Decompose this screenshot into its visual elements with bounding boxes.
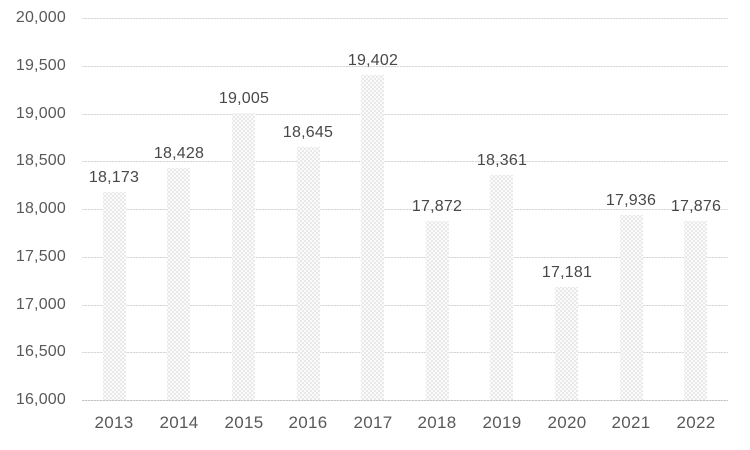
y-axis-tick-label: 17,500 xyxy=(15,248,66,265)
x-axis-tick-label: 2017 xyxy=(353,413,393,432)
x-axis-tick-label: 2015 xyxy=(224,413,264,432)
gridline xyxy=(82,18,728,19)
bar-data-label: 18,428 xyxy=(153,145,205,162)
bar-data-label: 18,361 xyxy=(476,152,528,169)
gridline xyxy=(82,161,728,162)
bar xyxy=(297,147,320,400)
y-axis-tick-label: 19,000 xyxy=(15,105,66,122)
bar-data-label: 18,645 xyxy=(282,124,334,141)
bar xyxy=(426,221,449,400)
x-axis-tick-label: 2016 xyxy=(288,413,328,432)
y-axis-tick-label: 16,500 xyxy=(15,343,66,360)
bar xyxy=(490,175,513,400)
y-axis-tick-label: 18,500 xyxy=(15,152,66,169)
y-axis-tick-label: 16,000 xyxy=(15,391,66,408)
bar xyxy=(103,192,126,400)
x-axis-line xyxy=(82,400,728,401)
gridline xyxy=(82,114,728,115)
x-axis-tick-label: 2019 xyxy=(482,413,522,432)
bar-data-label: 18,173 xyxy=(88,169,140,186)
bar xyxy=(620,215,643,400)
y-axis-tick-label: 19,500 xyxy=(15,57,66,74)
bar-data-label: 17,872 xyxy=(411,198,463,215)
bar xyxy=(232,113,255,400)
bar-data-label: 17,876 xyxy=(670,198,722,215)
gridline xyxy=(82,257,728,258)
gridline xyxy=(82,305,728,306)
bar-data-label: 19,402 xyxy=(347,52,399,69)
x-axis-tick-label: 2014 xyxy=(159,413,199,432)
y-axis-tick-label: 20,000 xyxy=(15,9,66,26)
bar-data-label: 17,936 xyxy=(605,192,657,209)
x-axis-tick-label: 2013 xyxy=(94,413,134,432)
bar-data-label: 17,181 xyxy=(541,264,593,281)
gridline xyxy=(82,209,728,210)
gridline xyxy=(82,352,728,353)
bar xyxy=(684,221,707,400)
x-axis-tick-label: 2022 xyxy=(676,413,716,432)
bar xyxy=(361,75,384,400)
bar xyxy=(167,168,190,400)
y-axis-tick-label: 18,000 xyxy=(15,200,66,217)
y-axis-tick-label: 17,000 xyxy=(15,296,66,313)
bar xyxy=(555,287,578,400)
gridline xyxy=(82,66,728,67)
x-axis-tick-label: 2021 xyxy=(611,413,651,432)
x-axis-tick-label: 2020 xyxy=(547,413,587,432)
x-axis-tick-label: 2018 xyxy=(417,413,457,432)
bar-data-label: 19,005 xyxy=(218,90,270,107)
